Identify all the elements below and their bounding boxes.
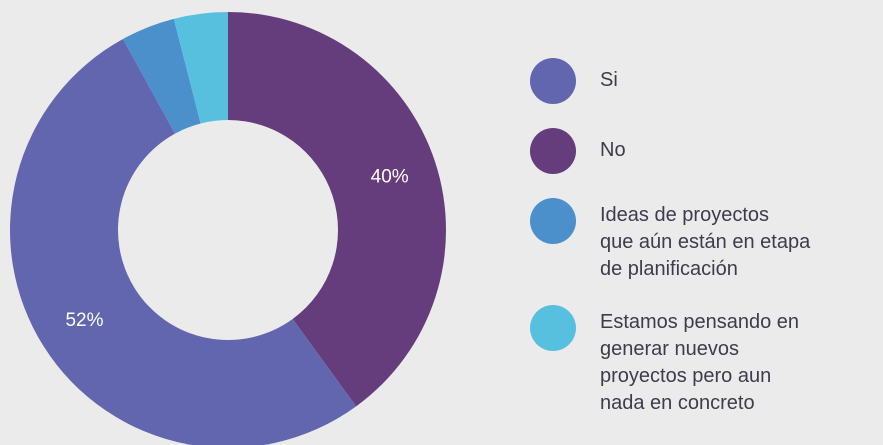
slice-ideas-de-proyectos [122, 18, 201, 134]
legend-item-no: No [530, 128, 880, 174]
legend-item-estamos: Estamos pensando en generar nuevos proye… [530, 305, 880, 417]
data-label-no: 40% [371, 166, 409, 187]
slice-si [10, 38, 357, 445]
legend-label-no: No [600, 139, 626, 161]
data-label-si: 52% [65, 310, 103, 331]
legend-item-ideas: Ideas de proyectos que aún están en etap… [530, 198, 880, 283]
slice-no [228, 12, 446, 407]
legend-label-si: Si [600, 69, 618, 91]
legend-item-si: Si [530, 58, 880, 104]
legend-swatch-si [530, 58, 576, 104]
legend-swatch-no [530, 128, 576, 174]
legend-label-estamos: Estamos pensando en generar nuevos proye… [600, 311, 800, 414]
legend-label-ideas: Ideas de proyectos que aún están en etap… [600, 204, 811, 280]
slice-estamos-pensando-en [173, 12, 228, 124]
legend-swatch-estamos [530, 305, 576, 351]
legend: Si No Ideas de proyectos que aún están e… [530, 58, 880, 441]
legend-swatch-ideas [530, 198, 576, 244]
